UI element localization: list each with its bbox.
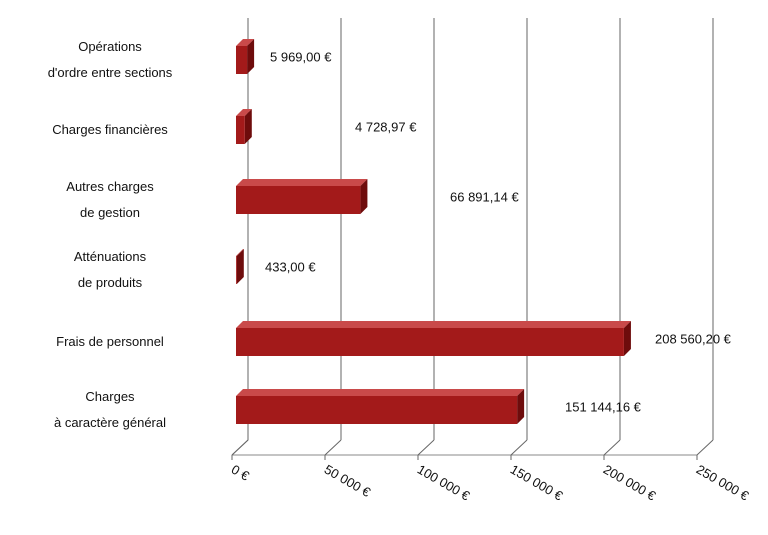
x-tick-label: 250 000 € xyxy=(694,462,752,504)
x-tick-label: 50 000 € xyxy=(322,462,374,501)
bar-top xyxy=(236,109,252,116)
bar-top xyxy=(236,249,244,256)
y-tick-label: Charges à caractère général xyxy=(53,389,166,430)
value-label: 66 891,14 € xyxy=(450,189,519,204)
grid-line xyxy=(231,439,249,456)
value-label: 208 560,20 € xyxy=(655,331,732,346)
bar xyxy=(236,186,361,214)
bar-top xyxy=(236,389,525,396)
bar xyxy=(236,328,624,356)
bar-top xyxy=(236,321,631,328)
bar xyxy=(236,46,248,74)
bar-side xyxy=(517,389,525,424)
bar-side xyxy=(247,39,255,74)
bar xyxy=(236,256,237,284)
value-label: 4 728,97 € xyxy=(355,119,417,134)
grid-line xyxy=(324,439,342,456)
value-label: 433,00 € xyxy=(265,259,316,274)
x-tick-label: 150 000 € xyxy=(508,462,566,504)
y-tick-label: Autres charges de gestion xyxy=(66,179,154,220)
bar xyxy=(236,396,518,424)
bar-side xyxy=(244,109,252,144)
bar-side xyxy=(360,179,368,214)
bar-top xyxy=(236,39,255,46)
value-label: 5 969,00 € xyxy=(270,49,332,64)
value-label: 151 144,16 € xyxy=(565,399,642,414)
bar-side xyxy=(236,249,244,284)
bar-top xyxy=(236,179,368,186)
x-tick-label: 200 000 € xyxy=(601,462,659,504)
y-tick-label: Charges financières xyxy=(52,122,168,137)
y-tick-label: Atténuations de produits xyxy=(73,249,147,290)
y-tick-label: Frais de personnel xyxy=(56,334,164,349)
grid-line xyxy=(417,439,435,456)
grid-line xyxy=(603,439,621,456)
grid-line xyxy=(510,439,528,456)
grid-line xyxy=(696,439,714,456)
x-tick-label: 0 € xyxy=(229,462,253,484)
bar-side xyxy=(623,321,631,356)
y-tick-label: Opérations d'ordre entre sections xyxy=(47,39,173,80)
x-tick-label: 100 000 € xyxy=(415,462,473,504)
bar xyxy=(236,116,245,144)
